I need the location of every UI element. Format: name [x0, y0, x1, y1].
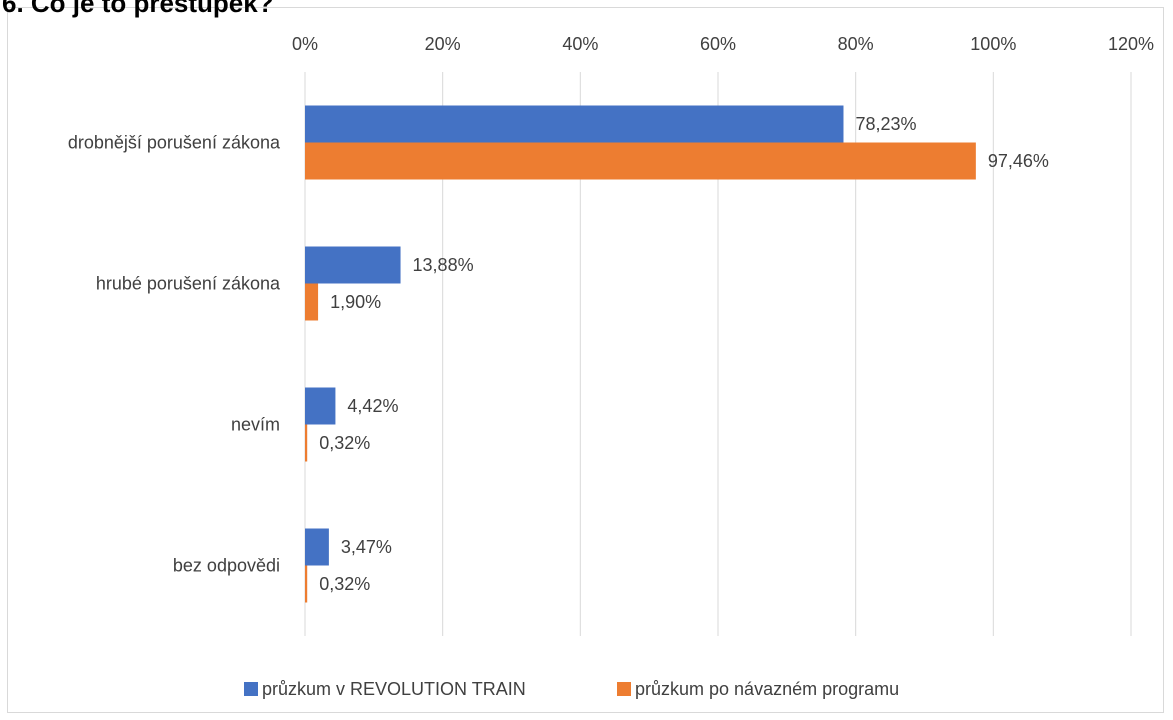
bar	[305, 283, 319, 321]
category-label: nevím	[231, 415, 280, 435]
bar	[305, 246, 401, 284]
bar	[305, 528, 329, 566]
x-tick-label: 20%	[425, 34, 461, 54]
data-label: 3,47%	[341, 537, 392, 557]
page-heading: 6. Co je to přestupek?	[2, 0, 274, 18]
legend: průzkum v REVOLUTION TRAIN průzkum po náv…	[244, 679, 899, 699]
bar	[305, 387, 336, 425]
bars: 78,23% 97,46% 13,88% 1,90% 4,42% 0,32% 3,47% 0,…	[305, 105, 1049, 603]
bar	[305, 424, 308, 462]
data-label: 0,32%	[319, 574, 370, 594]
category-label: bez odpovědi	[173, 556, 280, 576]
category-labels: drobnější porušení zákona hrubé porušení …	[68, 133, 281, 576]
x-tick-label: 120%	[1108, 34, 1154, 54]
legend-label: průzkum v REVOLUTION TRAIN	[262, 679, 526, 699]
legend-swatch	[617, 682, 631, 696]
x-tick-label: 100%	[970, 34, 1016, 54]
data-label: 1,90%	[330, 292, 381, 312]
bar	[305, 105, 844, 143]
x-tick-label: 80%	[838, 34, 874, 54]
x-tick-label: 0%	[292, 34, 318, 54]
data-label: 97,46%	[988, 151, 1049, 171]
x-axis-tick-labels: 0% 20% 40% 60% 80% 100% 120%	[292, 34, 1154, 54]
legend-swatch	[244, 682, 258, 696]
category-label: hrubé porušení zákona	[96, 274, 281, 294]
data-label: 0,32%	[319, 433, 370, 453]
bar	[305, 142, 976, 180]
legend-label: průzkum po návazném programu	[635, 679, 899, 699]
category-label: drobnější porušení zákona	[68, 133, 281, 153]
data-label: 78,23%	[855, 114, 916, 134]
data-label: 4,42%	[347, 396, 398, 416]
x-tick-label: 60%	[700, 34, 736, 54]
x-tick-label: 40%	[562, 34, 598, 54]
bar	[305, 565, 308, 603]
data-label: 13,88%	[413, 255, 474, 275]
